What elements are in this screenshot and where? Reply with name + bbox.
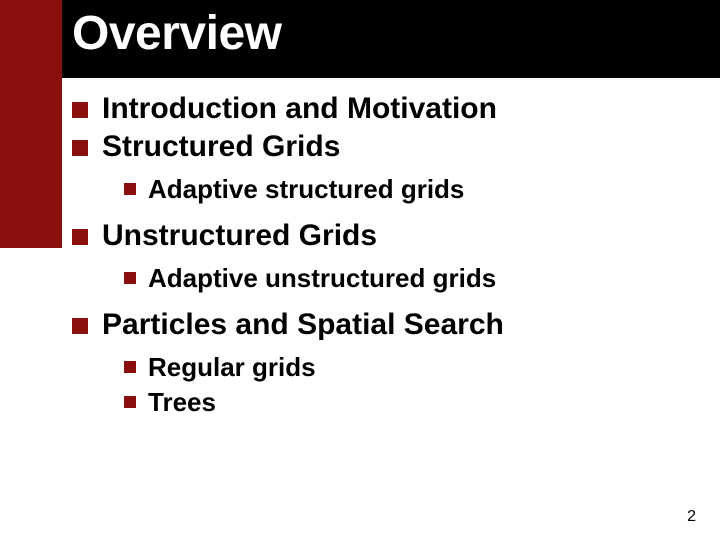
accent-block bbox=[0, 0, 62, 248]
list-item-label: Unstructured Grids bbox=[102, 219, 377, 253]
bullet-icon bbox=[124, 361, 136, 373]
slide-title: Overview bbox=[72, 6, 281, 61]
list-item-label: Structured Grids bbox=[102, 130, 340, 164]
list-item: Particles and Spatial Search bbox=[72, 308, 692, 342]
content-area: Introduction and Motivation Structured G… bbox=[72, 92, 692, 432]
sublist: Adaptive unstructured grids bbox=[124, 263, 692, 294]
list-item: Unstructured Grids bbox=[72, 219, 692, 253]
list-item-label: Adaptive unstructured grids bbox=[148, 263, 496, 294]
list-item: Adaptive unstructured grids bbox=[124, 263, 692, 294]
list-item: Adaptive structured grids bbox=[124, 174, 692, 205]
list-item: Introduction and Motivation bbox=[72, 92, 692, 126]
bullet-icon bbox=[124, 272, 136, 284]
list-item-label: Particles and Spatial Search bbox=[102, 308, 504, 342]
bullet-icon bbox=[124, 396, 136, 408]
list-item-label: Introduction and Motivation bbox=[102, 92, 497, 126]
bullet-icon bbox=[72, 318, 88, 334]
sublist: Regular grids Trees bbox=[124, 352, 692, 418]
bullet-icon bbox=[124, 183, 136, 195]
list-item-label: Adaptive structured grids bbox=[148, 174, 464, 205]
page-number: 2 bbox=[687, 508, 696, 526]
bullet-icon bbox=[72, 102, 88, 118]
sublist: Adaptive structured grids bbox=[124, 174, 692, 205]
list-item-label: Regular grids bbox=[148, 352, 316, 383]
list-item: Structured Grids bbox=[72, 130, 692, 164]
bullet-icon bbox=[72, 229, 88, 245]
bullet-icon bbox=[72, 140, 88, 156]
list-item-label: Trees bbox=[148, 387, 216, 418]
list-item: Regular grids bbox=[124, 352, 692, 383]
list-item: Trees bbox=[124, 387, 692, 418]
